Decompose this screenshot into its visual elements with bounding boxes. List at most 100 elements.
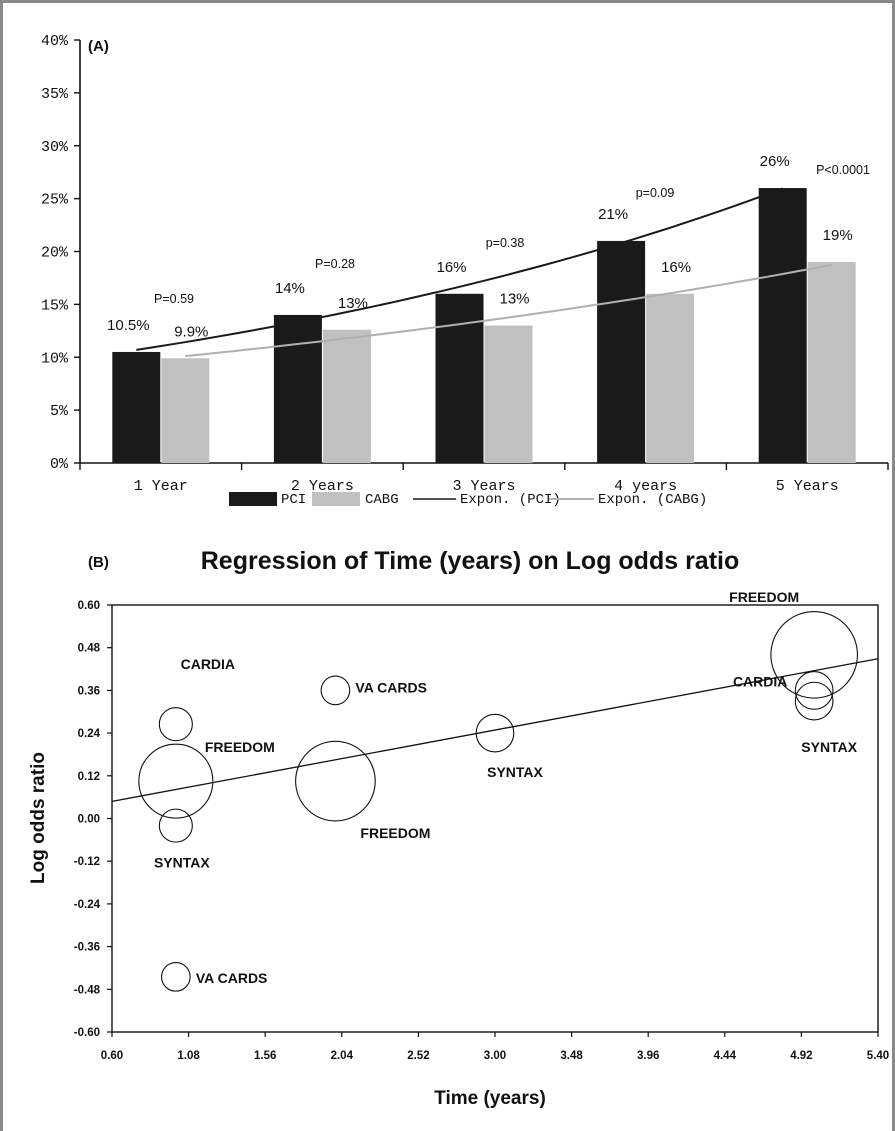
y-tick-label: 5% xyxy=(50,403,69,420)
panel-b-x-axis-label: Time (years) xyxy=(434,1088,546,1109)
study-bubble xyxy=(158,808,193,843)
y-tick-label: 0% xyxy=(50,456,69,473)
y-tick-label: -0.24 xyxy=(74,899,101,911)
study-bubble-label: CARDIA xyxy=(181,656,235,672)
p-value-label: P=0.28 xyxy=(315,257,355,271)
study-bubble xyxy=(794,681,834,721)
x-tick-label: 3.00 xyxy=(484,1050,506,1062)
legend-cabg-swatch xyxy=(312,492,360,506)
x-tick-label: 1.08 xyxy=(177,1050,200,1062)
x-tick-label: 2.04 xyxy=(331,1050,354,1062)
y-tick-label: 0.36 xyxy=(78,685,100,697)
panel-b-regression xyxy=(111,658,879,803)
panel-b-label: (B) xyxy=(88,554,109,571)
x-tick-label: 1 Year xyxy=(134,478,188,495)
study-bubble-label: FREEDOM xyxy=(360,825,430,841)
study-bubble xyxy=(770,610,858,699)
y-tick-label: 0.48 xyxy=(78,643,101,655)
x-tick-label: 0.60 xyxy=(101,1050,123,1062)
y-tick-label: 0.24 xyxy=(78,728,101,740)
study-bubble xyxy=(160,962,191,992)
x-tick-label: 3.96 xyxy=(637,1050,659,1062)
p-value-label: P<0.0001 xyxy=(816,163,870,177)
cabg-bar xyxy=(484,325,533,463)
p-value-label: p=0.38 xyxy=(486,236,525,250)
panel-a-y-ticks: 0% 5% 10% 15% 20% 25% 30% 35% 40% xyxy=(41,33,80,473)
y-tick-label: -0.60 xyxy=(74,1027,100,1039)
p-value-label: p=0.09 xyxy=(636,186,675,200)
pci-bar xyxy=(273,314,322,463)
panel-a-trendlines xyxy=(136,187,832,358)
cabg-data-label: 13% xyxy=(499,291,529,308)
y-tick-label: 30% xyxy=(41,139,69,156)
y-tick-label: 0.60 xyxy=(78,600,100,612)
cabg-data-label: 19% xyxy=(823,227,853,244)
x-tick-label: 2.52 xyxy=(407,1050,429,1062)
study-bubble-label: CARDIA xyxy=(733,673,787,689)
y-tick-label: -0.36 xyxy=(74,942,100,954)
y-tick-label: 0.00 xyxy=(78,814,100,826)
pci-bar xyxy=(758,188,807,464)
legend-cabg-trend-label: Expon. (CABG) xyxy=(598,492,707,508)
cabg-data-label: 9.9% xyxy=(174,323,208,340)
pci-bar xyxy=(435,293,484,463)
panel-a-p-values: P=0.59 P=0.28 p=0.38 p=0.09 P<0.0001 xyxy=(154,163,870,306)
y-tick-label: 10% xyxy=(41,350,69,367)
study-bubble-label: VA CARDS xyxy=(196,970,268,986)
study-bubble xyxy=(295,740,376,822)
cabg-data-label: 16% xyxy=(661,259,691,276)
panel-a-legend: PCI CABG Expon. (PCI) Expon. (CABG) xyxy=(229,492,707,508)
y-tick-label: -0.12 xyxy=(74,856,100,868)
y-tick-label: 0.12 xyxy=(78,771,100,783)
pci-bar xyxy=(112,351,161,463)
panel-b-scatter: (B) Regression of Time (years) on Log od… xyxy=(28,547,889,1109)
legend-pci-label: PCI xyxy=(281,492,306,508)
panel-b-x-ticks: 0.60 1.08 1.56 2.04 2.52 3.00 3.48 3.96 4.44 4.92… xyxy=(101,1032,889,1062)
study-bubble xyxy=(320,675,351,706)
panel-a-label: (A) xyxy=(88,38,109,55)
x-tick-label: 5 Years xyxy=(776,478,839,495)
cabg-trendline xyxy=(185,263,832,358)
legend-cabg-label: CABG xyxy=(365,492,399,508)
cabg-data-label: 13% xyxy=(338,295,368,312)
study-bubble-label: VA CARDS xyxy=(355,679,427,695)
x-tick-label: 3 Years xyxy=(452,478,515,495)
study-bubble-label: FREEDOM xyxy=(729,589,799,605)
x-tick-label: 4 years xyxy=(614,478,677,495)
x-tick-label: 4.92 xyxy=(790,1050,812,1062)
pci-data-label: 14% xyxy=(275,280,305,297)
pci-data-label: 10.5% xyxy=(107,317,150,334)
cabg-bar xyxy=(322,329,371,463)
y-tick-label: -0.48 xyxy=(74,984,101,996)
y-tick-label: 25% xyxy=(41,192,69,209)
cabg-bar xyxy=(161,358,210,463)
panel-b-bubbles: CARDIA FREEDOM SYNTAX VA CARDS VA CARDS FREED… xyxy=(138,589,858,992)
legend-pci-trend-label: Expon. (PCI) xyxy=(460,492,561,508)
pci-data-label: 16% xyxy=(436,259,466,276)
x-tick-label: 3.48 xyxy=(560,1050,583,1062)
x-tick-label: 4.44 xyxy=(714,1050,737,1062)
study-bubble-label: SYNTAX xyxy=(487,764,543,780)
x-tick-label: 5.40 xyxy=(867,1050,889,1062)
study-bubble xyxy=(794,671,834,710)
pci-trendline xyxy=(136,187,784,351)
pci-data-label: 21% xyxy=(598,206,628,223)
y-tick-label: 15% xyxy=(41,297,69,314)
p-value-label: P=0.59 xyxy=(154,292,194,306)
panel-b-y-ticks: -0.60 -0.48 -0.36 -0.24 -0.12 0.00 0.12 0.24 0.3… xyxy=(74,600,112,1039)
study-bubble-label: FREEDOM xyxy=(205,739,275,755)
panel-a-x-ticks: 1 Year 2 Years 3 Years 4 years 5 Years xyxy=(79,463,889,495)
y-tick-label: 20% xyxy=(41,245,69,262)
y-tick-label: 40% xyxy=(41,33,69,50)
pci-bar xyxy=(597,240,646,463)
panel-b-y-axis-label: Log odds ratio xyxy=(28,752,49,884)
study-bubble xyxy=(475,713,515,753)
study-bubble-label: SYNTAX xyxy=(801,739,857,755)
panel-b-title: Regression of Time (years) on Log odds r… xyxy=(201,547,740,575)
pci-data-label: 26% xyxy=(760,153,790,170)
cabg-bar xyxy=(646,293,695,463)
x-tick-label: 1.56 xyxy=(254,1050,276,1062)
regression-line xyxy=(111,658,879,803)
x-tick-label: 2 Years xyxy=(291,478,354,495)
